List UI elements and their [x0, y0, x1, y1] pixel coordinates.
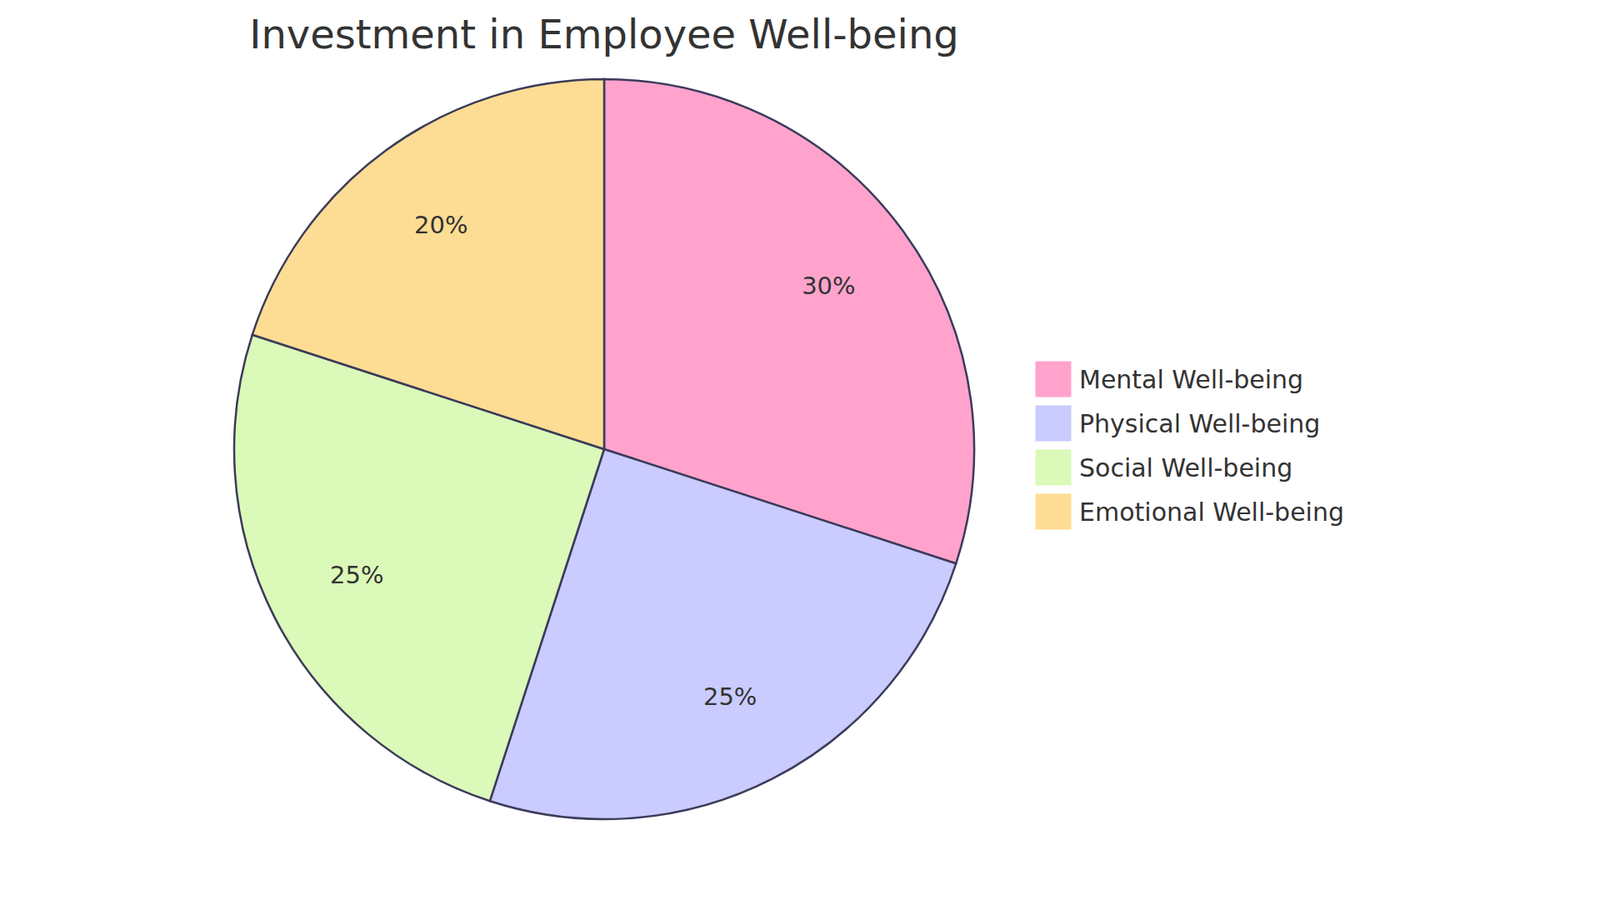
data-labels: 30% 25% 25% 20% [330, 210, 856, 711]
legend-item: Emotional Well-being [1035, 493, 1345, 530]
legend-item: Social Well-being [1035, 449, 1293, 486]
legend-swatch [1035, 360, 1072, 398]
legend-label: Physical Well-being [1079, 409, 1320, 439]
chart: Investment in Employee Well-being 30% 25% 2… [0, 0, 1600, 900]
legend-label: Social Well-being [1079, 453, 1293, 483]
data-label: 25% [330, 560, 384, 590]
legend-swatch [1035, 405, 1072, 442]
legend-swatch [1035, 493, 1072, 530]
pie-slice [252, 79, 605, 450]
pie [234, 79, 975, 820]
data-label: 25% [703, 682, 757, 711]
title: Investment in Employee Well-being [249, 10, 960, 58]
legend-item: Mental Well-being [1035, 360, 1304, 398]
data-label: 20% [414, 210, 468, 240]
data-label: 30% [801, 271, 855, 300]
legend-label: Emotional Well-being [1079, 497, 1345, 527]
legend: Mental Well-being Physical Well-being Soci… [1035, 360, 1345, 530]
legend-item: Physical Well-being [1035, 405, 1320, 442]
legend-swatch [1035, 449, 1072, 486]
legend-label: Mental Well-being [1079, 365, 1304, 395]
